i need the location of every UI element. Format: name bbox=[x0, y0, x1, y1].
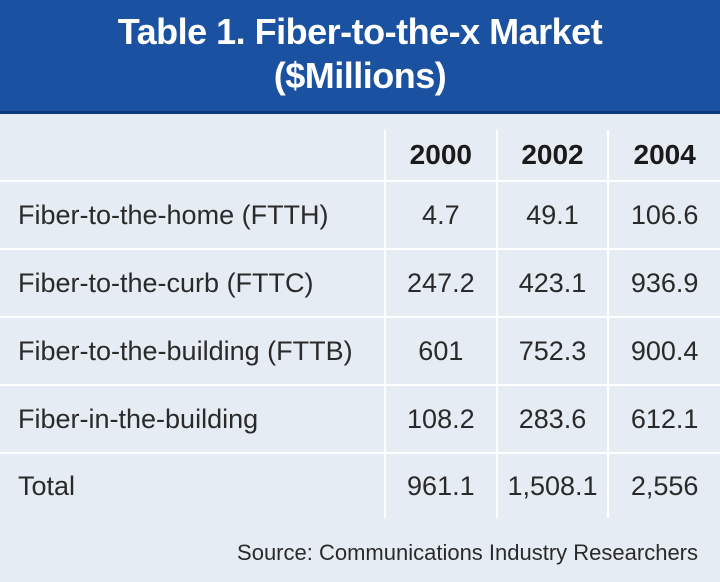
row-label: Fiber-to-the-home (FTTH) bbox=[18, 199, 329, 230]
row-label: Fiber-to-the-curb (FTTC) bbox=[18, 267, 314, 298]
title-line-1: Table 1. Fiber-to-the-x Market bbox=[117, 11, 603, 52]
table-row-fttb: Fiber-to-the-building (FTTB) 601 752.3 9… bbox=[0, 317, 720, 385]
cell-value: 4.7 bbox=[384, 181, 497, 249]
table-row-total: Total 961.1 1,508.1 2,556 bbox=[0, 453, 720, 518]
column-header-2000: 2000 bbox=[384, 130, 497, 181]
cell-value: 601 bbox=[384, 317, 497, 385]
title-line-2: ($Millions) bbox=[273, 55, 447, 96]
table-row-fitb: Fiber-in-the-building 108.2 283.6 612.1 bbox=[0, 385, 720, 453]
cell-value: 900.4 bbox=[607, 317, 720, 385]
row-label: Total bbox=[18, 470, 76, 501]
cell-value: 1,508.1 bbox=[495, 453, 609, 518]
table-row-ftth: Fiber-to-the-home (FTTH) 4.7 49.1 106.6 bbox=[0, 181, 720, 249]
cell-value: 108.2 bbox=[384, 385, 497, 453]
cell-value: 752.3 bbox=[495, 317, 609, 385]
cell-value: 49.1 bbox=[495, 181, 609, 249]
cell-value: 106.6 bbox=[607, 181, 720, 249]
title-banner: Table 1. Fiber-to-the-x Market ($Million… bbox=[0, 0, 720, 114]
cell-value: 612.1 bbox=[607, 385, 720, 453]
cell-value: 961.1 bbox=[384, 453, 497, 518]
cell-value: 2,556 bbox=[607, 453, 720, 518]
data-table-area: 2000 2002 2004 Fiber-to-the-home (FTTH) … bbox=[0, 130, 720, 518]
source-note: Source: Communications Industry Research… bbox=[237, 540, 698, 565]
table-row-fttc: Fiber-to-the-curb (FTTC) 247.2 423.1 936… bbox=[0, 249, 720, 317]
row-label: Fiber-to-the-building (FTTB) bbox=[18, 335, 353, 366]
cell-value: 247.2 bbox=[384, 249, 497, 317]
column-header-2004: 2004 bbox=[607, 130, 720, 181]
header-corner bbox=[0, 130, 385, 181]
cell-value: 423.1 bbox=[495, 249, 609, 317]
cell-value: 283.6 bbox=[495, 385, 609, 453]
cell-value: 936.9 bbox=[607, 249, 720, 317]
header-row: 2000 2002 2004 bbox=[0, 130, 720, 181]
column-header-2002: 2002 bbox=[495, 130, 609, 181]
market-table: 2000 2002 2004 Fiber-to-the-home (FTTH) … bbox=[0, 130, 720, 518]
row-label: Fiber-in-the-building bbox=[18, 403, 259, 434]
